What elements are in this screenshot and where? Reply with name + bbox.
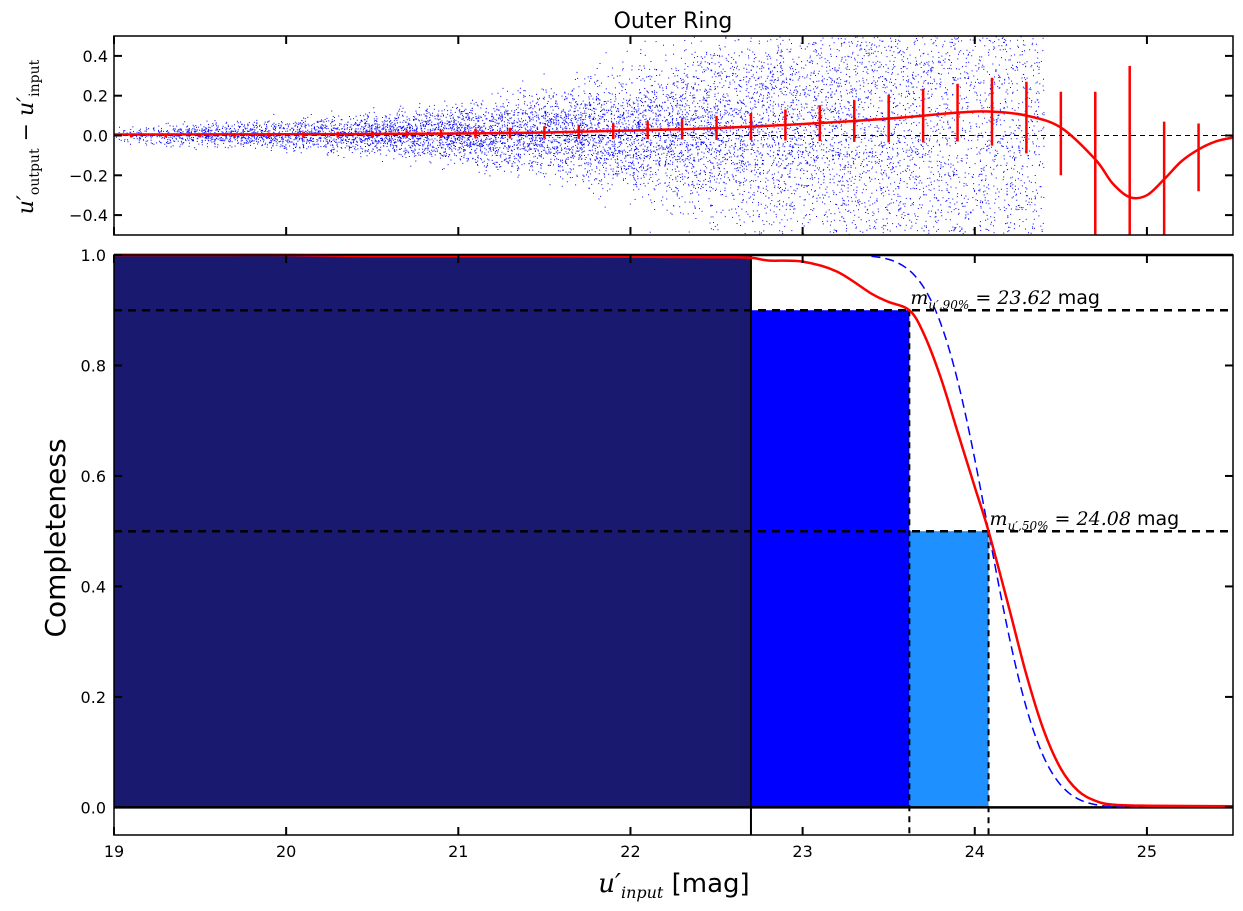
completeness-region (909, 531, 989, 808)
x-tick-label: 19 (104, 842, 124, 861)
residual-x-ticks (113, 36, 1148, 235)
threshold-annotations: mu′,90% = 23.62 mag mu′,50% = 24.08 mag (910, 287, 1179, 533)
chart-title: Outer Ring (614, 9, 733, 34)
y-tick-label: 0.0 (81, 798, 106, 817)
y-tick-label: 1.0 (81, 246, 106, 265)
y-tick-label: −0.2 (69, 166, 108, 185)
completeness-region (750, 310, 910, 808)
y-tick-label: 0.4 (81, 577, 106, 596)
completeness-panel: 1.0 0.8 0.6 0.4 0.2 0.0 19 20 21 22 23 24 25 mu′,90… (39, 246, 1234, 902)
completeness-region (114, 255, 751, 808)
completeness-x-axis-label: u′input [mag] (598, 869, 749, 902)
x-tick-label: 23 (792, 842, 812, 861)
binned-errorbars (129, 65, 1200, 235)
x-tick-label: 21 (448, 842, 468, 861)
residual-y-axis-label: u′output − u′input (14, 59, 43, 214)
residual-panel: Outer Ring 0.4 0.2 0.0 −0.2 −0.4 u′output − … (14, 9, 1234, 236)
residual-y-ticks: 0.4 0.2 0.0 −0.2 −0.4 (69, 47, 1233, 225)
completeness-data-curve (114, 253, 1234, 808)
threshold-label: mu′,90% = 23.62 mag (910, 287, 1100, 312)
completeness-y-axis-label: Completeness (39, 438, 72, 637)
y-tick-label: 0.6 (81, 467, 106, 486)
y-tick-label: 0.0 (83, 127, 108, 146)
x-tick-label: 25 (1137, 842, 1157, 861)
x-tick-label: 24 (965, 842, 985, 861)
x-tick-label: 20 (276, 842, 296, 861)
completeness-frame (113, 254, 1234, 836)
y-tick-label: 0.2 (83, 87, 108, 106)
completeness-model-curve (871, 255, 1139, 809)
residual-scatter (114, 36, 1045, 235)
completeness-regions (114, 255, 989, 808)
scatter-points (114, 36, 1045, 235)
residual-fit-curve (113, 110, 1234, 200)
x-tick-label: 22 (620, 842, 640, 861)
y-tick-label: −0.4 (69, 206, 108, 225)
y-tick-label: 0.2 (81, 688, 106, 707)
threshold-label: mu′,50% = 24.08 mag (990, 508, 1180, 533)
y-tick-label: 0.4 (83, 47, 108, 66)
completeness-y-ticks: 1.0 0.8 0.6 0.4 0.2 0.0 (81, 246, 1233, 817)
completeness-x-ticks: 19 20 21 22 23 24 25 (104, 255, 1157, 861)
y-tick-label: 0.8 (81, 356, 106, 375)
